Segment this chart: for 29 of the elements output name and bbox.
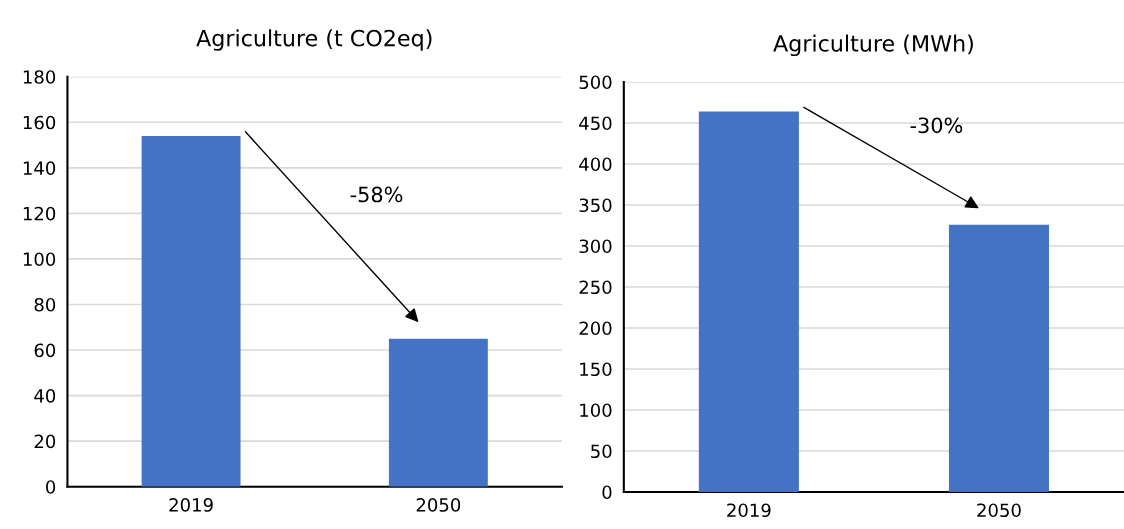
y-tick-label: 250: [579, 280, 612, 295]
annotation: -58%: [350, 186, 403, 203]
chart-title: Agriculture (t CO2eq): [196, 29, 432, 51]
y-tick-label: 100: [23, 252, 56, 267]
y-tick-label: 60: [34, 343, 56, 358]
y-tick-label: 200: [579, 321, 612, 336]
y-tick-label: 20: [34, 434, 56, 449]
y-tick-label: 0: [46, 480, 56, 494]
y-tick-label: 120: [23, 206, 56, 221]
y-tick-label: 80: [34, 297, 56, 312]
y-tick-label: 140: [23, 161, 56, 175]
y-tick-label: 400: [579, 157, 612, 172]
y-tick-label: 350: [579, 198, 612, 213]
y-tick-label: 100: [580, 403, 612, 418]
y-tick-label: 160: [23, 115, 56, 130]
y-tick-label: 450: [579, 116, 612, 131]
y-tick-label: 50: [591, 444, 612, 459]
chart-title: Agriculture (MWh): [773, 34, 973, 57]
x-tick-label: 2019: [169, 498, 213, 512]
x-tick-label: 2050: [416, 498, 461, 512]
annotation: -30%: [910, 117, 963, 134]
y-tick-label: 150: [580, 362, 612, 377]
y-tick-label: 40: [34, 389, 56, 403]
y-tick-label: 500: [579, 75, 612, 90]
y-tick-label: 0: [602, 485, 612, 500]
y-tick-label: 300: [579, 239, 612, 254]
x-tick-label: 2019: [727, 503, 771, 518]
y-tick-label: 180: [23, 70, 56, 84]
x-tick-label: 2050: [977, 503, 1021, 518]
